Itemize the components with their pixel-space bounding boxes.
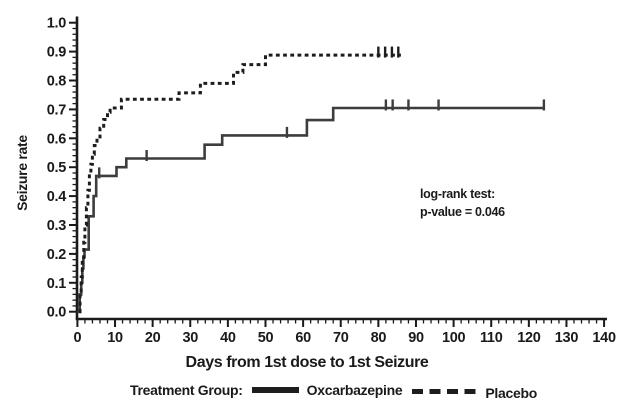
x-tick-label: 10 [107, 330, 123, 346]
x-tick-label: 20 [145, 330, 161, 346]
legend-label-placebo: Placebo [485, 385, 537, 401]
series-placebo [78, 53, 401, 314]
x-tick-label: 0 [74, 330, 82, 346]
y-tick-label: 0.3 [47, 218, 66, 234]
x-tick-label: 60 [295, 330, 311, 346]
y-tick-label: 0.7 [47, 102, 66, 118]
y-axis-title: Seizure rate [14, 135, 30, 211]
x-tick-label: 70 [333, 330, 349, 346]
oxcarbazepine-line-swatch [251, 387, 299, 393]
annotation-test-name: log-rank test: [420, 187, 495, 201]
y-tick-label: 0.6 [47, 131, 66, 147]
legend-title: Treatment Group: [130, 382, 243, 398]
y-tick-label: 0.2 [47, 247, 66, 263]
placebo-line-swatch [412, 388, 479, 394]
x-tick-label: 30 [182, 330, 198, 346]
y-tick-label: 0.4 [47, 189, 66, 205]
x-tick-label: 140 [592, 330, 616, 346]
x-tick-label: 120 [517, 330, 541, 346]
censor-marks-placebo [377, 46, 400, 58]
y-axis-ticks [69, 21, 77, 313]
x-tick-label: 80 [371, 330, 387, 346]
x-axis-title: Days from 1st dose to 1st Seizure [185, 354, 429, 371]
legend-label-oxcarbazepine: Oxcarbazepine [306, 382, 403, 398]
x-tick-label: 110 [480, 330, 503, 346]
y-tick-label: 0.8 [47, 74, 66, 90]
axes [75, 16, 607, 321]
x-tick-labels: 0 10 20 30 40 50 60 70 80 90 100 110 120 130 140 [74, 330, 617, 346]
y-tick-label: 0.1 [47, 276, 66, 292]
logrank-annotation: log-rank test: p-value = 0.046 [420, 185, 505, 221]
x-axis-ticks [76, 319, 606, 327]
annotation-p-value: p-value = 0.046 [420, 205, 505, 219]
y-tick-label: 1.0 [47, 16, 66, 32]
y-tick-label: 0.5 [47, 160, 66, 176]
y-tick-labels: 0.0 0.1 0.2 0.3 0.4 0.5 0.6 0.7 0.8 0.9 1.0 [47, 16, 67, 321]
y-tick-label: 0.9 [47, 45, 66, 61]
x-tick-label: 90 [408, 330, 424, 346]
x-tick-label: 100 [442, 330, 466, 346]
x-tick-label: 130 [555, 330, 579, 346]
x-tick-label: 40 [220, 330, 236, 346]
y-tick-label: 0.0 [47, 305, 66, 321]
legend: Treatment Group: Oxcarbazepine Placebo [130, 382, 537, 401]
x-tick-label: 50 [258, 330, 274, 346]
placebo-curve [78, 53, 401, 314]
censor-marks-oxcarbazepine [98, 99, 546, 179]
